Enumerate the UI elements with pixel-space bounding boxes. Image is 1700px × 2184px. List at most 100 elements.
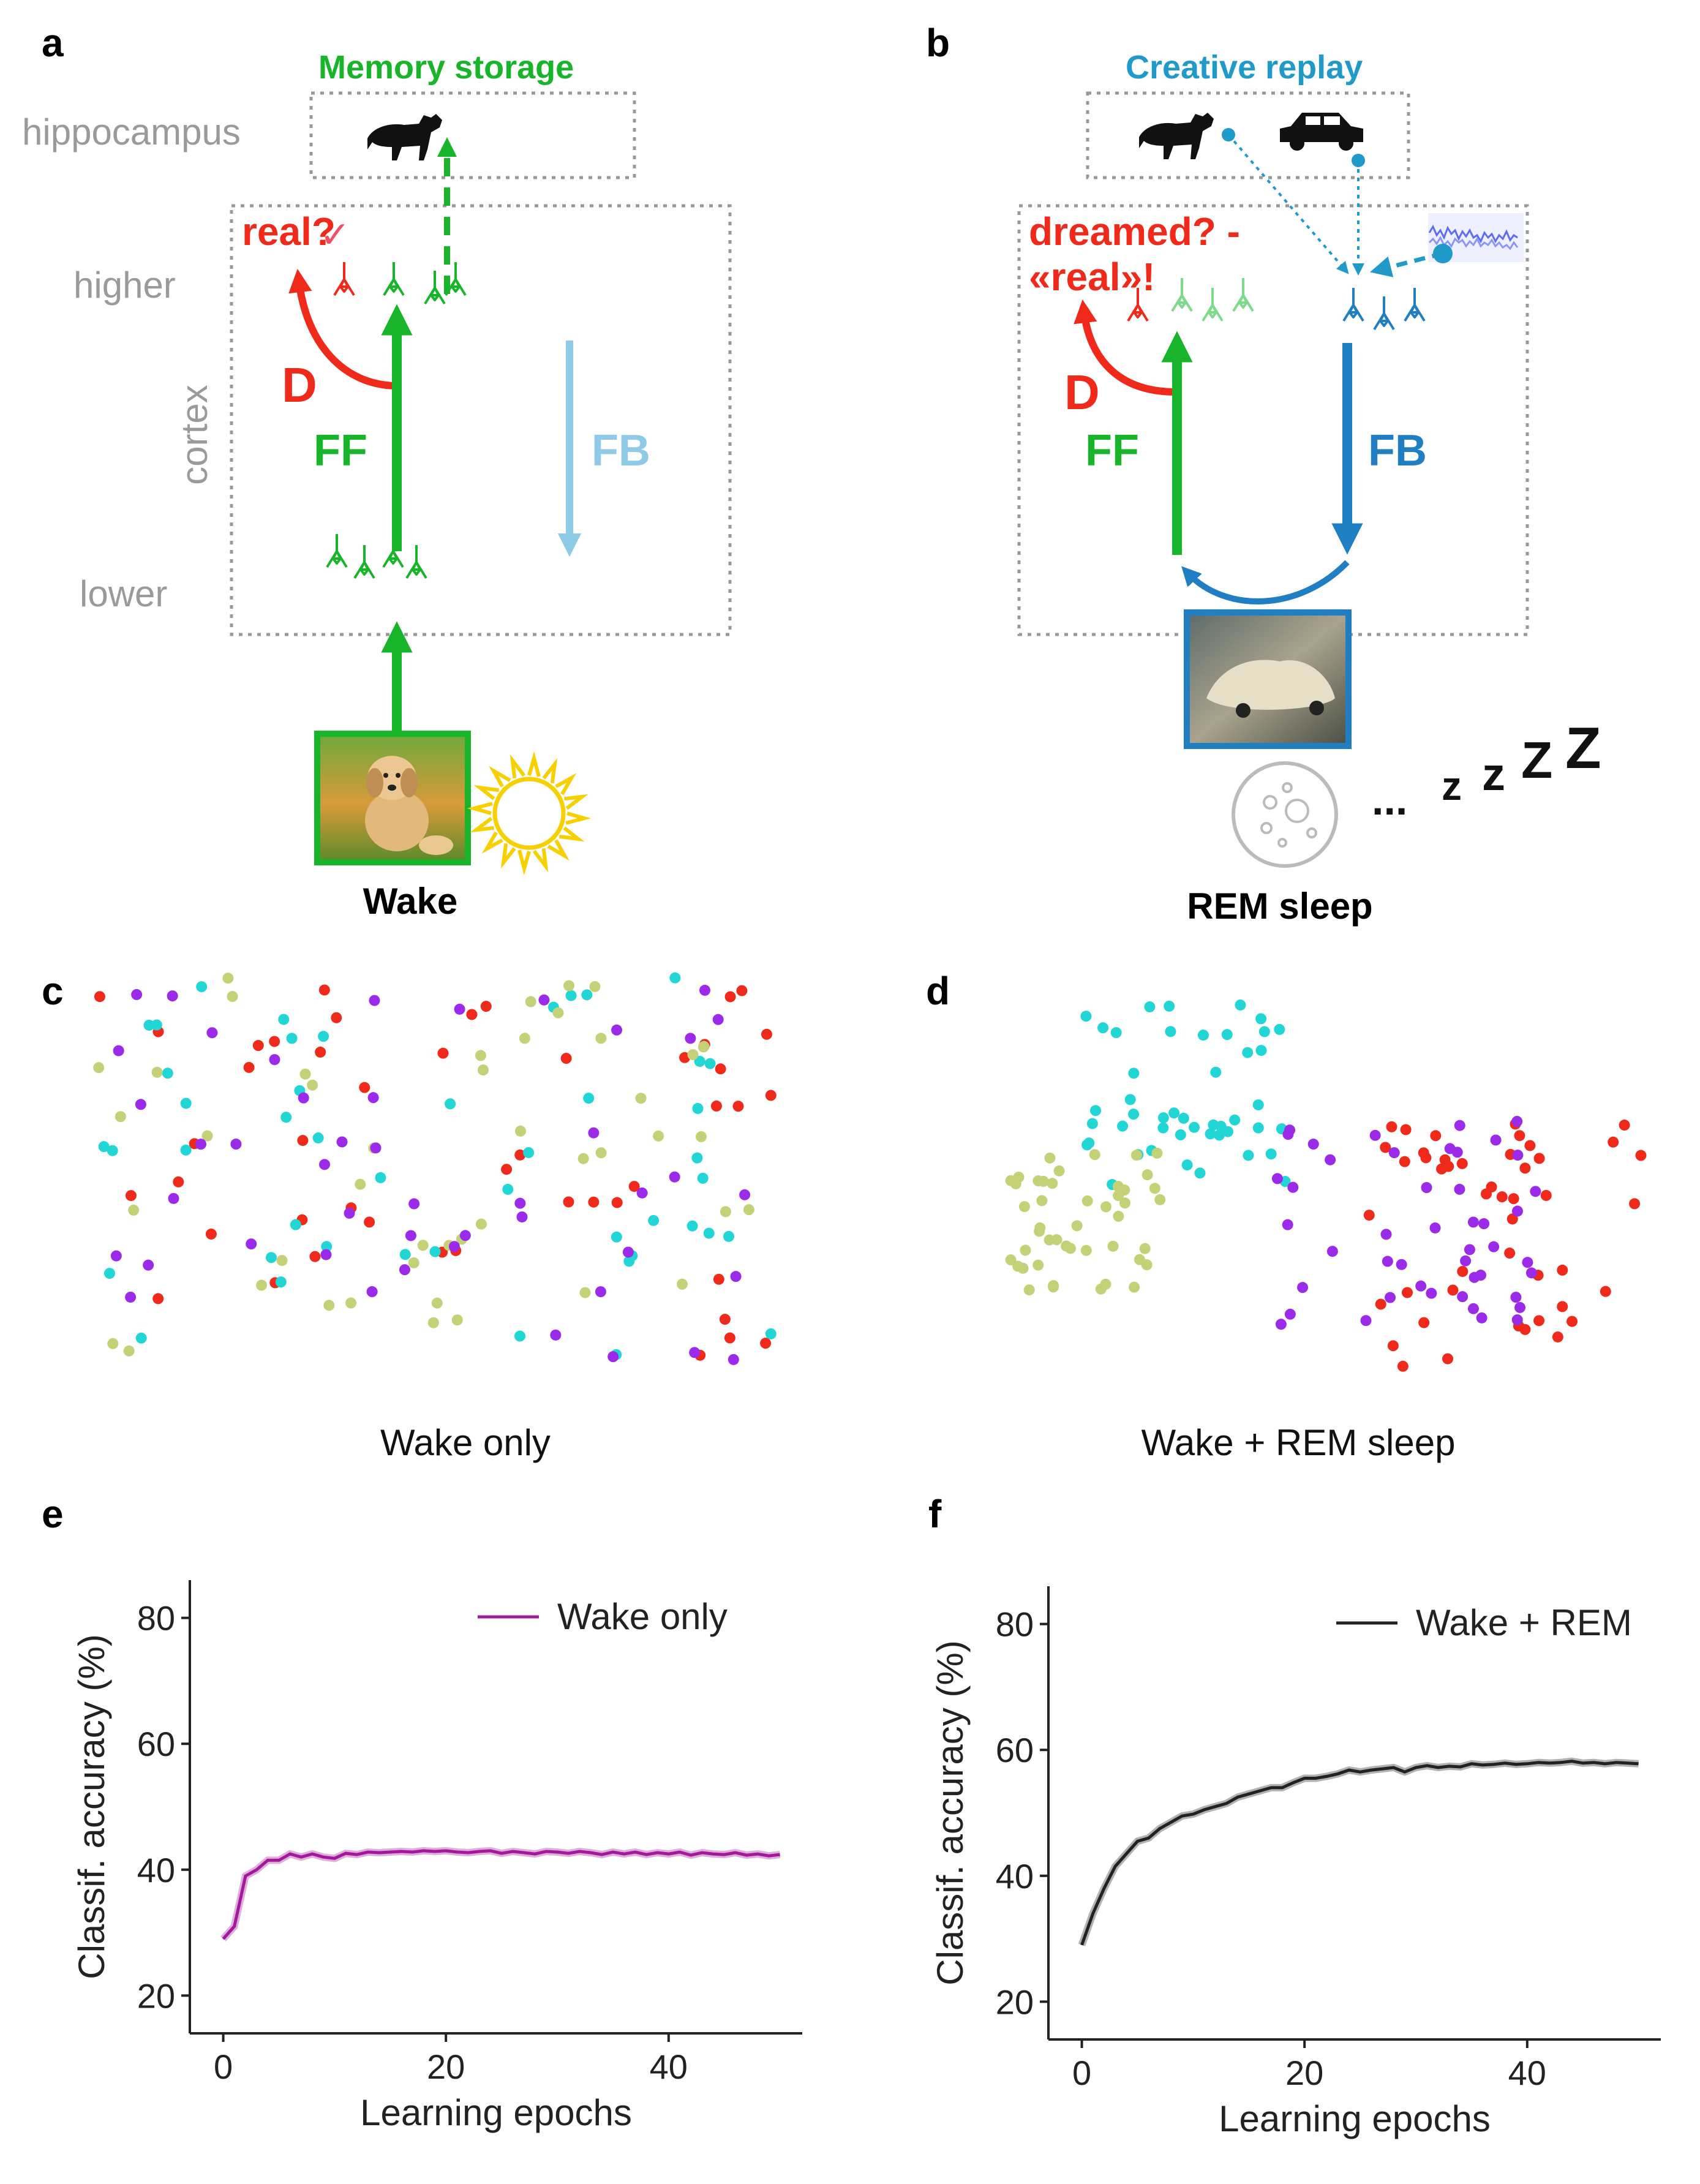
scatter-point xyxy=(635,1093,647,1104)
scatter-point xyxy=(712,1014,724,1025)
scatter-point xyxy=(607,1351,619,1363)
scatter-point xyxy=(696,1131,707,1142)
scatter-point xyxy=(319,1159,331,1170)
scatter-point xyxy=(653,1130,664,1142)
scatter-point xyxy=(1447,1284,1459,1296)
scatter-point xyxy=(427,1317,439,1328)
scatter-point xyxy=(151,1066,163,1078)
scatter-point xyxy=(1514,1130,1525,1142)
scatter-point xyxy=(459,1230,471,1241)
scatter-point xyxy=(1519,1324,1531,1335)
scatter-point xyxy=(648,1214,660,1226)
scatter-point xyxy=(475,1050,486,1061)
scatter-point xyxy=(437,1047,449,1059)
scatter-point xyxy=(366,1286,378,1298)
scatter-point xyxy=(514,1330,525,1342)
scatter-point xyxy=(336,1136,348,1148)
scatter-point xyxy=(1110,1027,1122,1039)
scatter-point xyxy=(312,1132,324,1143)
scatter-point xyxy=(206,1027,218,1039)
panel-label-d: d xyxy=(926,969,950,1013)
scatter-point xyxy=(1400,1124,1412,1135)
scatter-point xyxy=(1255,1045,1267,1056)
scatter-point xyxy=(1081,1195,1093,1207)
scatter-point xyxy=(689,1347,701,1358)
scatter-point xyxy=(1415,1280,1427,1292)
neuron-green-icon xyxy=(383,261,405,296)
scatter-point xyxy=(252,1040,264,1052)
scatter-point xyxy=(1018,1201,1030,1213)
scatter-point xyxy=(1168,1107,1180,1119)
neuron-lightgreen-icon xyxy=(1202,287,1224,322)
scatter-point xyxy=(107,1338,119,1349)
scatter-point xyxy=(699,984,710,996)
scatter-point xyxy=(1178,1112,1189,1124)
scatter-point xyxy=(563,980,575,992)
scatter-point xyxy=(1017,1262,1029,1274)
scatter-point xyxy=(286,1033,298,1044)
scatter-point xyxy=(1490,1134,1502,1146)
neuron-blue-icon xyxy=(1342,287,1364,322)
scatter-point xyxy=(1511,1205,1523,1217)
scatter-point xyxy=(1157,1112,1169,1124)
real-question: real? xyxy=(242,209,336,254)
scatter-point xyxy=(1557,1301,1568,1312)
scatter-point xyxy=(369,995,380,1006)
scatter-point xyxy=(307,1079,318,1091)
scatter-point xyxy=(1524,1140,1536,1151)
scatter-point xyxy=(739,1189,751,1200)
neuron-green-icon xyxy=(326,533,348,568)
scatter-point xyxy=(364,1216,375,1228)
scatter-point xyxy=(697,1172,709,1184)
scatter-point xyxy=(143,1019,155,1031)
scatter-point xyxy=(1525,1267,1537,1279)
x-tick-label: 20 xyxy=(427,2047,465,2086)
scatter-point xyxy=(135,1099,146,1110)
scatter-point xyxy=(1496,1191,1508,1203)
scatter-point xyxy=(1181,1159,1193,1171)
scatter-point xyxy=(290,1219,301,1230)
scatter-point xyxy=(1540,1189,1552,1201)
scatter-point xyxy=(1382,1256,1393,1267)
series-band xyxy=(1078,1757,1639,1946)
higher-label-a: higher xyxy=(73,265,176,306)
y-tick-label: 60 xyxy=(996,1731,1034,1769)
scatter-point xyxy=(1119,1184,1130,1196)
real-exclaim: «real»! xyxy=(1029,255,1155,299)
scatter-point xyxy=(1149,1183,1160,1194)
legend-label: Wake + REM xyxy=(1416,1602,1632,1643)
scatter-point xyxy=(1210,1066,1222,1078)
scatter-point xyxy=(550,1329,562,1341)
discriminator-arrow-a xyxy=(288,268,399,390)
scatter-point xyxy=(1119,1197,1131,1209)
scatter-point xyxy=(1629,1198,1641,1210)
scatter-point xyxy=(611,1231,622,1243)
scatter-point xyxy=(669,972,681,984)
scatter-point xyxy=(168,1192,179,1204)
x-tick-label: 40 xyxy=(650,2047,688,2086)
scatter-point xyxy=(1444,1143,1456,1154)
scatter-point xyxy=(1128,1068,1140,1079)
scatter-point xyxy=(588,1196,600,1208)
d-label-b: D xyxy=(1064,365,1100,420)
scatter-point xyxy=(375,1172,386,1183)
dog-icon xyxy=(1139,113,1214,159)
scatter-point xyxy=(1363,1210,1375,1221)
scatter-point xyxy=(703,1227,715,1239)
scatter-point xyxy=(1506,1213,1518,1225)
scatter-point xyxy=(344,1207,355,1219)
scatter-point xyxy=(309,1251,321,1262)
scatter-point xyxy=(698,1041,710,1052)
scatter-point xyxy=(128,1204,140,1216)
scatter-point xyxy=(565,990,577,1001)
scatter-point xyxy=(1023,1284,1035,1296)
scatter-point xyxy=(1252,1099,1264,1110)
scatter-point xyxy=(1258,1026,1270,1037)
scatter-point xyxy=(1307,1139,1319,1150)
scatter-point xyxy=(1467,1303,1479,1314)
scatter-point xyxy=(1514,1301,1526,1313)
cortex-box-a xyxy=(230,204,732,636)
scatter-point xyxy=(115,1111,126,1123)
x-tick-label: 20 xyxy=(1285,2054,1323,2092)
scatter-point xyxy=(143,1259,154,1271)
